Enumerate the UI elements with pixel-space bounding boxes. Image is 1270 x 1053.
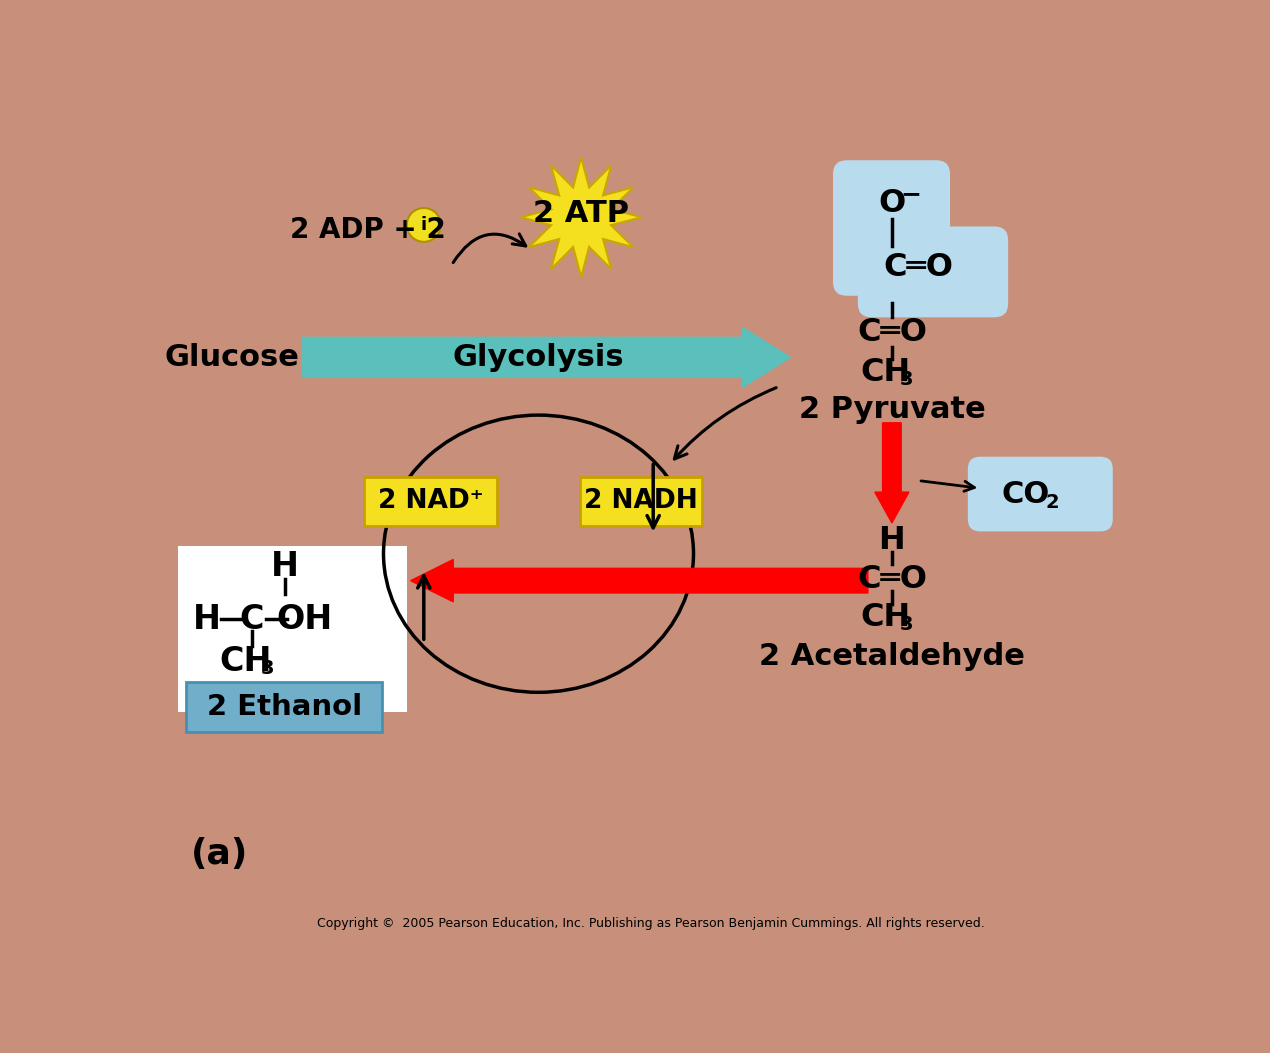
FancyBboxPatch shape (833, 160, 950, 296)
Text: CH: CH (220, 645, 272, 678)
Text: H: H (271, 551, 298, 583)
Text: CO: CO (1001, 480, 1049, 509)
Text: (a): (a) (192, 837, 249, 871)
Text: C═O: C═O (883, 252, 954, 283)
Text: 2 Acetaldehyde: 2 Acetaldehyde (759, 641, 1025, 671)
Text: 2: 2 (1045, 493, 1059, 512)
Text: Copyright ©  2005 Pearson Education, Inc. Publishing as Pearson Benjamin Cumming: Copyright © 2005 Pearson Education, Inc.… (318, 917, 984, 930)
FancyArrow shape (410, 559, 867, 602)
FancyArrowPatch shape (418, 576, 431, 639)
FancyArrow shape (875, 423, 909, 523)
Text: C═O: C═O (857, 317, 927, 349)
Text: Glucose: Glucose (165, 343, 300, 372)
Text: 2 ADP + 2: 2 ADP + 2 (290, 216, 446, 244)
Text: 2 NADH: 2 NADH (584, 489, 697, 514)
FancyArrowPatch shape (648, 464, 659, 528)
Text: C: C (240, 602, 264, 636)
Text: C═O: C═O (857, 563, 927, 595)
FancyBboxPatch shape (857, 226, 1008, 317)
FancyBboxPatch shape (178, 547, 406, 712)
Text: 2 ATP: 2 ATP (533, 199, 629, 227)
Text: O: O (879, 187, 906, 219)
Text: 2 NAD⁺: 2 NAD⁺ (378, 489, 484, 514)
Text: 2 Ethanol: 2 Ethanol (207, 693, 362, 721)
FancyArrowPatch shape (921, 481, 974, 492)
FancyBboxPatch shape (579, 477, 702, 526)
Text: Glycolysis: Glycolysis (452, 343, 625, 372)
Text: OH: OH (277, 602, 333, 636)
FancyBboxPatch shape (364, 477, 498, 526)
FancyBboxPatch shape (968, 457, 1113, 532)
Circle shape (406, 208, 441, 242)
FancyBboxPatch shape (185, 682, 382, 732)
Text: 3: 3 (260, 659, 274, 678)
FancyArrowPatch shape (674, 388, 776, 459)
Text: 3: 3 (900, 615, 913, 634)
Text: 2 Pyruvate: 2 Pyruvate (799, 395, 986, 424)
FancyArrowPatch shape (453, 234, 526, 262)
Text: H: H (193, 602, 221, 636)
Text: 3: 3 (900, 371, 913, 390)
Text: H: H (879, 525, 906, 556)
FancyArrow shape (302, 327, 790, 388)
Polygon shape (521, 157, 641, 277)
Text: −: − (900, 182, 921, 206)
Text: CH: CH (861, 357, 911, 389)
Text: CH: CH (861, 602, 911, 633)
Text: i: i (420, 216, 427, 234)
